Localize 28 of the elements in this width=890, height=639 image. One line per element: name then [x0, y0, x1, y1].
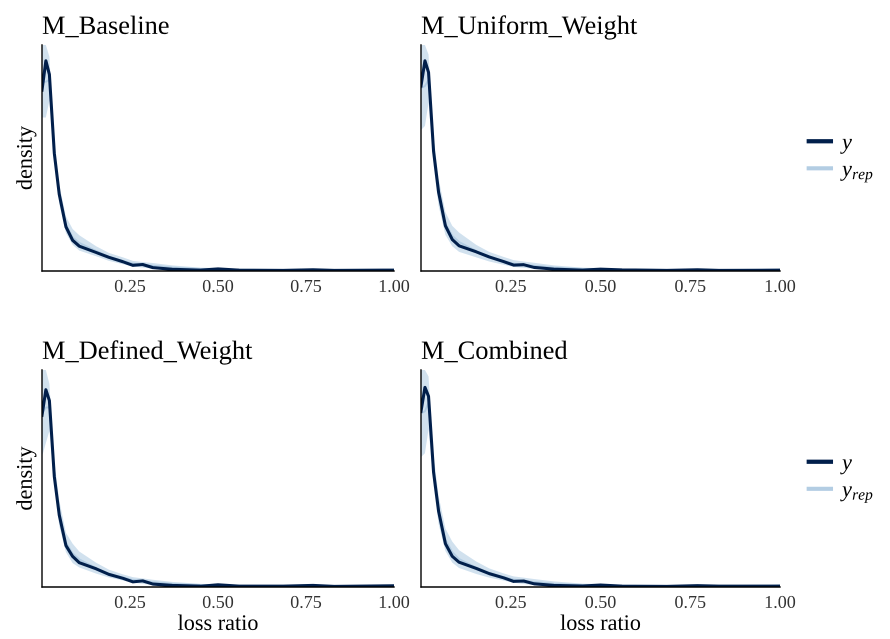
x-axis-title: loss ratio [560, 614, 640, 630]
x-tick-label: 1.00 [766, 280, 796, 292]
x-tick-label: 0.25 [114, 280, 146, 292]
x-tick-label: 1.00 [380, 280, 410, 292]
y-axis-title: density [16, 446, 36, 510]
x-tick-label: 1.00 [766, 596, 796, 608]
legend-label: y [840, 138, 852, 154]
chart-title: M_Uniform_Weight [422, 15, 638, 40]
y-axis-title: density [16, 126, 36, 190]
legend-label: y$_{rep}$ [840, 486, 872, 503]
chart-title: M_Defined_Weight [42, 340, 252, 365]
legend-label: y [840, 459, 852, 474]
x-tick-label: 0.75 [675, 596, 706, 608]
x-tick-label: 0.25 [496, 280, 526, 292]
chart-title: M_Baseline [42, 16, 169, 38]
x-tick-label: 0.50 [585, 596, 616, 608]
x-tick-label: 0.25 [114, 596, 146, 608]
x-tick-label: 0.50 [202, 596, 234, 608]
chart-title: M_Combined [422, 340, 568, 362]
x-tick-label: 0.25 [496, 596, 526, 608]
x-axis-title: loss ratio [178, 614, 258, 630]
x-tick-label: 1.00 [380, 596, 410, 608]
x-tick-label: 0.75 [290, 280, 322, 292]
legend-label: y$_{rep}$ [840, 166, 872, 182]
x-tick-label: 0.50 [202, 280, 234, 292]
x-tick-label: 0.75 [290, 596, 322, 608]
x-tick-label: 0.50 [585, 280, 616, 292]
x-tick-label: 0.75 [675, 280, 706, 292]
